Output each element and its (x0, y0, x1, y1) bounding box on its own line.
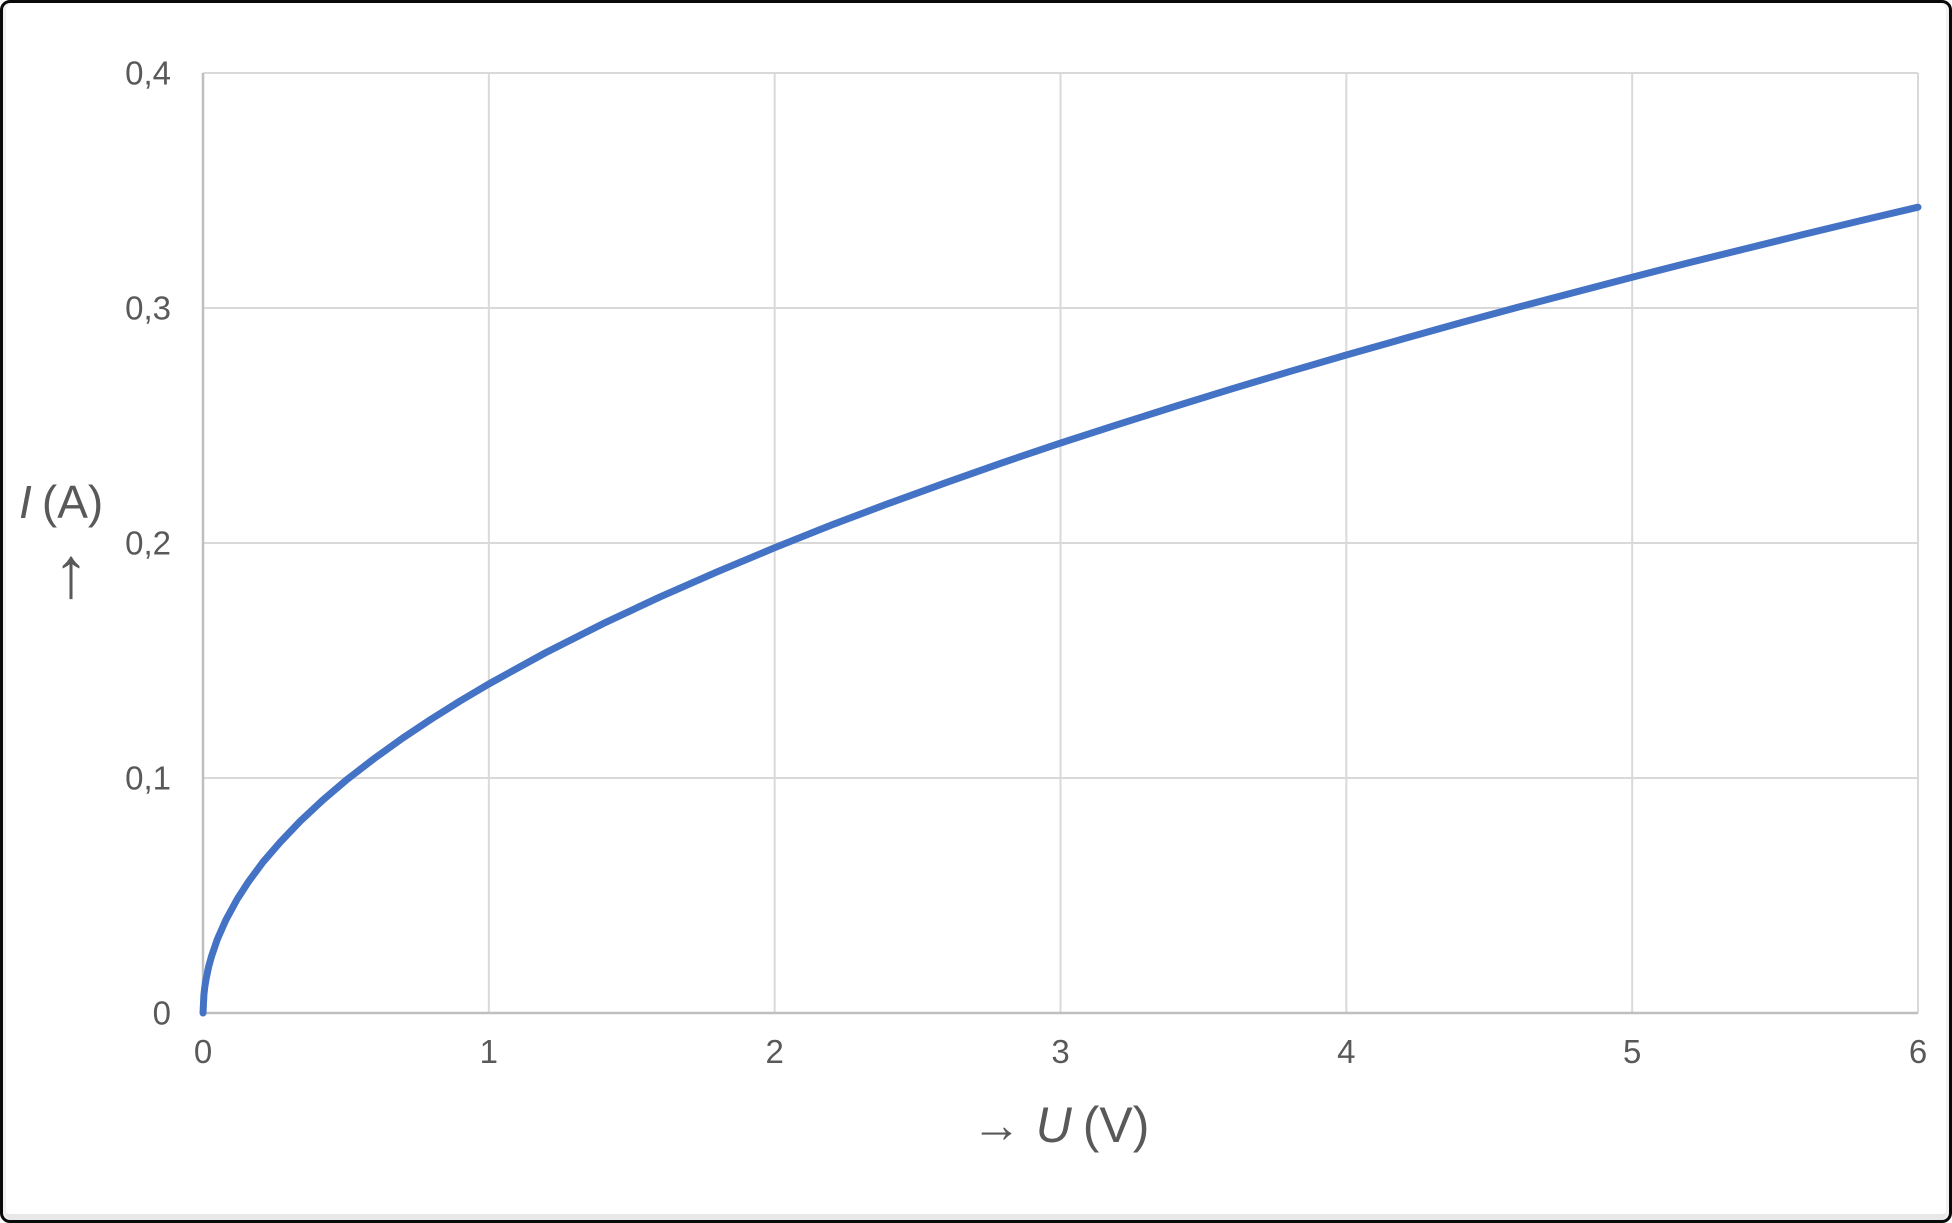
x-tick-label: 1 (479, 1033, 499, 1070)
y-tick-label: 0,1 (125, 759, 171, 797)
y-axis-unit: (A) (41, 476, 104, 528)
series-line (199, 203, 1922, 1017)
x-axis-symbol: U (1035, 1097, 1072, 1153)
x-tick-label: 5 (1622, 1033, 1642, 1070)
plot-area (199, 72, 1922, 1017)
x-tick-label: 0 (193, 1033, 213, 1070)
y-tick-label: 0,2 (125, 524, 171, 562)
x-tick-label: 3 (1051, 1033, 1070, 1070)
y-tick-label: 0,3 (125, 289, 171, 327)
x-tick-label: 2 (765, 1033, 784, 1070)
y-axis-symbol: I (19, 476, 32, 528)
x-axis-unit: (V) (1082, 1097, 1150, 1153)
right-arrow-icon: → (971, 1097, 1022, 1153)
up-arrow-icon: ↑ (53, 533, 89, 613)
y-axis-title: I (A) (19, 477, 103, 528)
x-axis-title: → U (V) (203, 1097, 1918, 1155)
x-tick-label: 4 (1337, 1033, 1356, 1070)
y-tick-label: 0,4 (125, 54, 171, 92)
y-tick-label: 0 (152, 994, 171, 1032)
x-tick-label: 6 (1908, 1033, 1928, 1070)
